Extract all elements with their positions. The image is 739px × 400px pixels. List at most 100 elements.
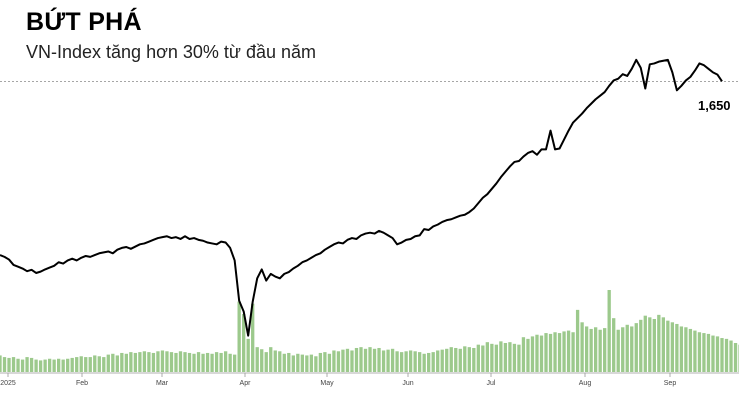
volume-bar xyxy=(418,352,422,372)
volume-bar xyxy=(580,322,584,372)
volume-bar xyxy=(571,332,575,372)
volume-bar xyxy=(706,333,711,372)
volume-bar xyxy=(7,357,11,372)
volume-bar xyxy=(255,347,259,372)
volume-bar xyxy=(350,350,354,372)
volume-bar xyxy=(332,350,336,372)
volume-bar xyxy=(57,358,61,372)
volume-bar xyxy=(102,357,106,372)
volume-bar xyxy=(612,318,616,372)
volume-bar xyxy=(84,357,88,372)
volume-bar xyxy=(210,353,214,372)
volume-bar xyxy=(345,348,350,372)
volume-bar xyxy=(643,315,647,372)
volume-bar xyxy=(201,353,205,372)
x-tick-label: Sep xyxy=(664,380,677,387)
volume-bar xyxy=(300,354,304,372)
chart-subtitle: VN-Index tăng hơn 30% từ đầu năm xyxy=(26,42,317,62)
volume-bar xyxy=(503,343,508,372)
volume-bar xyxy=(97,356,101,372)
x-tick-label: Apr xyxy=(240,380,252,387)
volume-bar xyxy=(251,303,255,372)
volume-bar xyxy=(679,326,684,372)
volume-bar xyxy=(539,335,544,372)
volume-bar xyxy=(598,329,602,372)
volume-bar xyxy=(169,352,174,372)
volume-bar xyxy=(341,349,345,372)
volume-bar xyxy=(79,356,83,372)
volume-bar xyxy=(431,352,435,372)
volume-bar xyxy=(454,347,458,372)
volume-bar xyxy=(630,326,634,372)
volume-bar xyxy=(440,349,444,372)
volume-bar xyxy=(399,352,404,372)
volume-bar xyxy=(652,318,656,372)
volume-bar xyxy=(336,351,341,372)
volume-bar xyxy=(372,348,377,372)
volume-bar xyxy=(458,348,462,372)
volume-bar xyxy=(589,328,593,372)
volume-bar xyxy=(296,353,300,372)
volume-bar xyxy=(724,338,729,372)
volume-bar xyxy=(634,323,638,372)
volume-bar xyxy=(521,337,526,372)
volume-bar xyxy=(449,347,453,372)
volume-bar xyxy=(508,342,512,372)
volume-bar xyxy=(165,351,169,372)
volume-bar xyxy=(237,301,241,372)
volume-bar xyxy=(305,355,309,372)
volume-bar xyxy=(517,344,521,372)
volume-bar xyxy=(232,354,237,372)
volume-bar xyxy=(359,347,363,372)
volume-bar xyxy=(584,326,589,372)
volume-bar xyxy=(323,352,327,372)
volume-bar xyxy=(246,338,250,372)
volume-bar xyxy=(395,351,399,372)
volume-bar xyxy=(593,327,598,372)
volume-bar xyxy=(566,330,571,372)
volume-bar xyxy=(192,353,196,372)
volume-bar xyxy=(715,336,720,372)
volume-bar xyxy=(187,352,192,372)
volume-bar xyxy=(43,359,47,372)
volume-bar xyxy=(20,359,25,372)
volume-bar xyxy=(553,332,557,372)
volume-bar xyxy=(11,357,16,372)
volume-bar xyxy=(688,328,693,372)
volume-bar xyxy=(693,330,697,372)
volume-bar xyxy=(607,290,611,372)
volume-bar xyxy=(291,355,295,372)
volume-bar xyxy=(269,347,273,372)
volume-bar xyxy=(526,338,530,372)
volume-bar xyxy=(711,335,715,372)
volume-bar xyxy=(282,353,286,372)
volume-bar xyxy=(228,353,232,372)
x-tick-label: Jul xyxy=(487,380,496,387)
volume-bar xyxy=(413,351,417,372)
volume-bar xyxy=(666,320,670,372)
volume-bar xyxy=(639,319,643,372)
volume-bar xyxy=(472,347,476,372)
volume-bar xyxy=(499,341,503,372)
volume-bar xyxy=(481,345,485,372)
volume-bar xyxy=(318,352,323,372)
volume-bar xyxy=(327,353,332,372)
volume-bar xyxy=(485,342,489,372)
volume-bar xyxy=(354,347,359,372)
volume-bar xyxy=(386,349,390,372)
volume-bar xyxy=(52,359,56,372)
volume-bar xyxy=(124,353,128,372)
volume-bar xyxy=(156,351,160,372)
volume-bar xyxy=(196,352,201,372)
vn-index-line xyxy=(0,58,723,337)
volume-bar xyxy=(670,322,675,372)
volume-bar xyxy=(264,352,268,372)
volume-bar xyxy=(183,352,187,372)
volume-bar xyxy=(535,334,539,372)
volume-bar xyxy=(174,352,178,372)
volume-bar xyxy=(151,352,156,372)
x-tick-label: Mar xyxy=(156,380,169,387)
volume-bar xyxy=(147,352,151,372)
volume-bar xyxy=(115,355,119,372)
volume-bar xyxy=(684,327,688,372)
